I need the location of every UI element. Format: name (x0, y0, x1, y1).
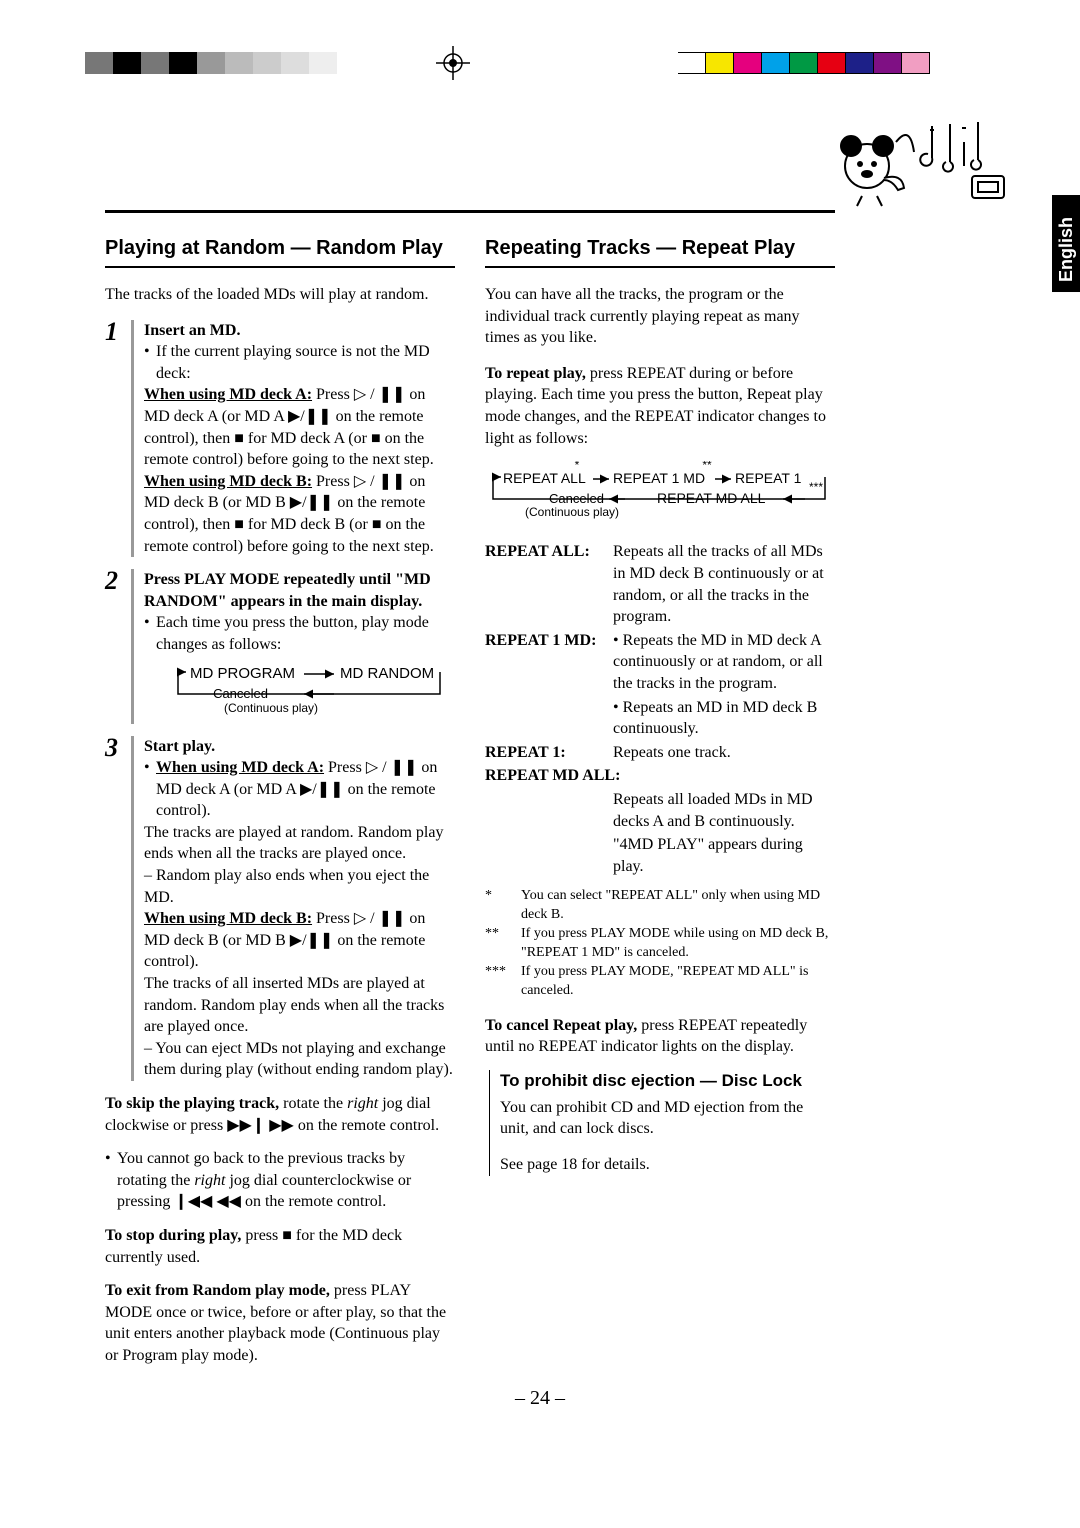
disc-lock-box: To prohibit disc ejection — Disc Lock Yo… (489, 1070, 835, 1176)
step-2: 2 Press PLAY MODE repeatedly until "MD R… (105, 569, 455, 723)
play-mode-flow-diagram: MD PROGRAM MD RANDOM Canceled (Continuou… (164, 664, 455, 724)
svg-text:***: *** (809, 480, 823, 494)
repeat-play-intro: You can have all the tracks, the program… (485, 284, 835, 349)
step-number: 3 (105, 730, 118, 765)
step-1-title: Insert an MD. (144, 320, 455, 342)
svg-text:(Continuous play): (Continuous play) (525, 505, 619, 519)
step-3-when-b: When using MD deck B: Press ▷ / ❚❚ on MD… (144, 908, 455, 973)
svg-text:Canceled: Canceled (549, 491, 604, 506)
repeat-mode-definitions: REPEAT ALL:Repeats all the tracks of all… (485, 541, 835, 877)
step-1: 1 Insert an MD. If the current playing s… (105, 320, 455, 558)
disc-lock-p2: See page 18 for details. (500, 1154, 835, 1176)
random-play-heading: Playing at Random — Random Play (105, 235, 455, 268)
section-rule (105, 210, 835, 213)
repeat-play-heading: Repeating Tracks — Repeat Play (485, 235, 835, 268)
skip-track-bullet: You cannot go back to the previous track… (105, 1148, 455, 1213)
disc-lock-heading: To prohibit disc ejection — Disc Lock (500, 1070, 835, 1093)
step-1-when-a: When using MD deck A: Press ▷ / ❚❚ on MD… (144, 384, 455, 470)
right-column: Repeating Tracks — Repeat Play You can h… (485, 235, 835, 1379)
color-bar (678, 52, 930, 74)
registration-mark-icon (436, 46, 470, 80)
svg-text:REPEAT ALL: REPEAT ALL (503, 470, 586, 486)
svg-text:MD RANDOM: MD RANDOM (340, 665, 434, 682)
step-2-title: Press PLAY MODE repeatedly until "MD RAN… (144, 569, 455, 612)
svg-text:(Continuous play): (Continuous play) (224, 701, 318, 715)
disc-lock-p1: You can prohibit CD and MD ejection from… (500, 1097, 835, 1140)
step-number: 2 (105, 563, 118, 598)
step-3-p2: – Random play also ends when you eject t… (144, 865, 455, 908)
repeat-mode-flow-diagram: * ** REPEAT ALL REPEAT 1 MD REPEAT 1 ***… (485, 461, 835, 527)
page-number: – 24 – (0, 1385, 1080, 1412)
step-3-p3: The tracks of all inserted MDs are playe… (144, 973, 455, 1038)
cancel-repeat-note: To cancel Repeat play, press REPEAT repe… (485, 1015, 835, 1058)
svg-text:REPEAT 1 MD: REPEAT 1 MD (613, 470, 705, 486)
step-1-when-b: When using MD deck B: Press ▷ / ❚❚ on MD… (144, 471, 455, 557)
stop-play-note: To stop during play, press ■ for the MD … (105, 1225, 455, 1268)
step-3-title: Start play. (144, 736, 455, 758)
svg-text:REPEAT 1: REPEAT 1 (735, 470, 802, 486)
mascot-illustration (822, 118, 1022, 208)
printer-registration-bars (0, 52, 1080, 76)
step-1-bullet: If the current playing source is not the… (144, 341, 455, 384)
step-3-p4: – You can eject MDs not playing and exch… (144, 1038, 455, 1081)
step-3: 3 Start play. When using MD deck A: Pres… (105, 736, 455, 1082)
step-number: 1 (105, 314, 118, 349)
step-2-bullet: Each time you press the button, play mod… (144, 612, 455, 655)
left-column: Playing at Random — Random Play The trac… (105, 235, 455, 1379)
random-play-intro: The tracks of the loaded MDs will play a… (105, 284, 455, 306)
step-3-when-a: When using MD deck A: Press ▷ / ❚❚ on MD… (144, 757, 455, 822)
grayscale-bar (85, 52, 337, 74)
repeat-press-note: To repeat play, press REPEAT during or b… (485, 363, 835, 449)
svg-text:REPEAT MD ALL: REPEAT MD ALL (657, 490, 766, 506)
language-tab: English (1052, 195, 1080, 292)
svg-text:Canceled: Canceled (213, 686, 268, 701)
exit-random-note: To exit from Random play mode, press PLA… (105, 1280, 455, 1366)
svg-text:MD PROGRAM: MD PROGRAM (190, 665, 295, 682)
repeat-footnotes: *You can select "REPEAT ALL" only when u… (485, 887, 835, 1000)
skip-track-note: To skip the playing track, rotate the ri… (105, 1093, 455, 1136)
step-3-p1: The tracks are played at random. Random … (144, 822, 455, 865)
